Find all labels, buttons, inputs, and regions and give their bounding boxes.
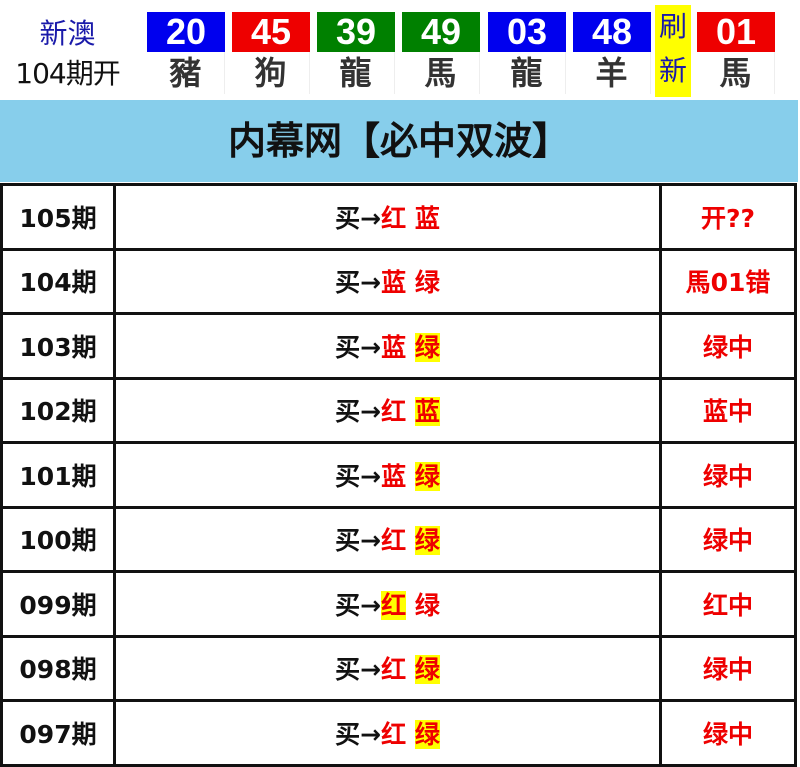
result-cell: 红中 [659, 570, 797, 638]
ball-number: 01 [697, 12, 775, 52]
pick-color: 蓝 [414, 397, 440, 427]
table-row: 102期 买→红 蓝蓝中 [0, 376, 797, 444]
period-cell: 102期 [0, 376, 116, 444]
table-row: 105期 买→红 蓝开?? [0, 183, 797, 251]
pick-color: 绿 [414, 590, 440, 620]
buy-prefix: 买→ [335, 397, 382, 427]
table-row: 103期 买→蓝 绿绿中 [0, 312, 797, 380]
page-title: 内幕网【必中双波】 [0, 100, 798, 182]
table-row: 100期 买→红 绿绿中 [0, 505, 797, 573]
table-row: 104期 买→蓝 绿馬01错 [0, 247, 797, 315]
pick-cell: 买→红 蓝 [113, 183, 662, 251]
pick-color: 绿 [414, 655, 440, 685]
pick-color: 蓝 [414, 203, 440, 233]
latest-draw-header: 新澳 104期开 20 豬 45 狗 39 龍 49 馬 03 龍 48 羊 01 馬 刷新 [0, 0, 800, 100]
pick-color: 蓝 [381, 461, 407, 491]
buy-prefix: 买→ [335, 461, 382, 491]
prediction-table: 105期 买→红 蓝开?? 104期 买→蓝 绿馬01错 103期 买→蓝 绿绿中 102期… [0, 183, 797, 767]
buy-prefix: 买→ [335, 719, 382, 749]
pick-cell: 买→红 绿 [113, 570, 662, 638]
period-cell: 100期 [0, 505, 116, 573]
pick-color: 蓝 [381, 332, 407, 362]
ball-zodiac: 馬 [697, 52, 775, 94]
pick-color: 绿 [414, 332, 440, 362]
pick-cell: 买→红 绿 [113, 699, 662, 767]
buy-prefix: 买→ [335, 655, 382, 685]
pick-color: 绿 [414, 268, 440, 298]
refresh-button[interactable]: 刷新 [655, 5, 691, 97]
period-cell: 104期 [0, 247, 116, 315]
result-ball: 48 羊 [573, 12, 651, 94]
buy-prefix: 买→ [335, 590, 382, 620]
ball-zodiac: 狗 [232, 52, 310, 94]
period-cell: 103期 [0, 312, 116, 380]
result-ball: 39 龍 [317, 12, 395, 94]
table-row: 101期 买→蓝 绿绿中 [0, 441, 797, 509]
pick-color: 绿 [414, 526, 440, 556]
pick-cell: 买→红 蓝 [113, 376, 662, 444]
ball-number: 49 [402, 12, 480, 52]
region-label: 新澳 [39, 17, 96, 50]
buy-prefix: 买→ [335, 526, 382, 556]
ball-zodiac: 豬 [147, 52, 225, 94]
ball-zodiac: 龍 [317, 52, 395, 94]
pick-color: 红 [381, 526, 407, 556]
pick-cell: 买→蓝 绿 [113, 312, 662, 380]
pick-color: 红 [381, 655, 407, 685]
result-cell: 绿中 [659, 312, 797, 380]
result-ball: 03 龍 [488, 12, 566, 94]
ball-number: 39 [317, 12, 395, 52]
buy-prefix: 买→ [335, 332, 382, 362]
result-ball: 49 馬 [402, 12, 480, 94]
ball-zodiac: 龍 [488, 52, 566, 94]
pick-color: 红 [381, 397, 407, 427]
period-cell: 097期 [0, 699, 116, 767]
buy-prefix: 买→ [335, 268, 382, 298]
result-cell: 蓝中 [659, 376, 797, 444]
pick-color: 蓝 [381, 268, 407, 298]
result-cell: 绿中 [659, 505, 797, 573]
period-cell: 105期 [0, 183, 116, 251]
pick-cell: 买→红 绿 [113, 505, 662, 573]
draw-period: 104期开 [15, 57, 120, 90]
result-cell: 绿中 [659, 441, 797, 509]
pick-color: 红 [381, 719, 407, 749]
ball-number: 45 [232, 12, 310, 52]
table-row: 098期 买→红 绿绿中 [0, 634, 797, 702]
ball-number: 48 [573, 12, 651, 52]
period-cell: 098期 [0, 634, 116, 702]
ball-number: 20 [147, 12, 225, 52]
buy-prefix: 买→ [335, 203, 382, 233]
pick-cell: 买→蓝 绿 [113, 247, 662, 315]
result-cell: 开?? [659, 183, 797, 251]
ball-zodiac: 馬 [402, 52, 480, 94]
pick-color: 红 [381, 590, 407, 620]
result-ball: 01 馬 [697, 12, 775, 94]
refresh-label-2: 新 [658, 54, 687, 87]
period-cell: 099期 [0, 570, 116, 638]
table-row: 097期 买→红 绿绿中 [0, 699, 797, 767]
ball-zodiac: 羊 [573, 52, 651, 94]
refresh-label-1: 刷 [658, 10, 687, 43]
result-ball: 45 狗 [232, 12, 310, 94]
pick-color: 红 [381, 203, 407, 233]
pick-cell: 买→红 绿 [113, 634, 662, 702]
table-row: 099期 买→红 绿红中 [0, 570, 797, 638]
ball-number: 03 [488, 12, 566, 52]
result-ball: 20 豬 [147, 12, 225, 94]
result-cell: 绿中 [659, 634, 797, 702]
pick-color: 绿 [414, 461, 440, 491]
period-cell: 101期 [0, 441, 116, 509]
pick-color: 绿 [414, 719, 440, 749]
result-cell: 馬01错 [659, 247, 797, 315]
pick-cell: 买→蓝 绿 [113, 441, 662, 509]
result-cell: 绿中 [659, 699, 797, 767]
